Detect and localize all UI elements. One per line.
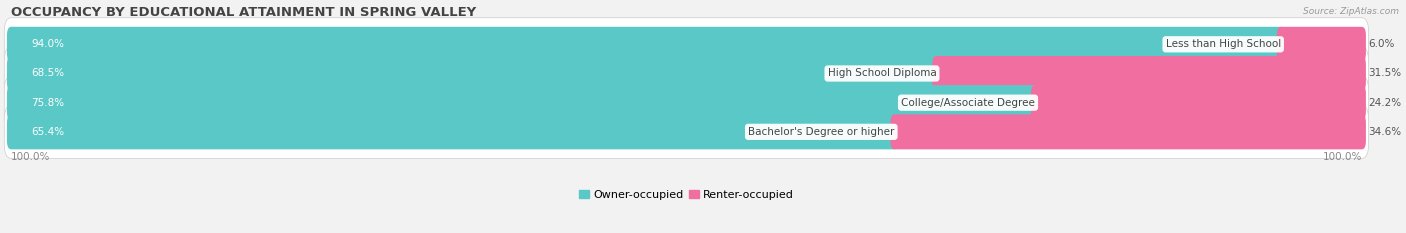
Text: 75.8%: 75.8% [31, 98, 65, 108]
Text: 94.0%: 94.0% [31, 39, 65, 49]
Text: 31.5%: 31.5% [1368, 69, 1402, 79]
FancyBboxPatch shape [890, 114, 1365, 149]
FancyBboxPatch shape [7, 114, 898, 149]
Text: 34.6%: 34.6% [1368, 127, 1402, 137]
FancyBboxPatch shape [4, 105, 1368, 158]
FancyBboxPatch shape [932, 56, 1365, 91]
FancyBboxPatch shape [4, 47, 1368, 100]
Text: OCCUPANCY BY EDUCATIONAL ATTAINMENT IN SPRING VALLEY: OCCUPANCY BY EDUCATIONAL ATTAINMENT IN S… [11, 6, 477, 19]
FancyBboxPatch shape [1277, 27, 1365, 62]
Text: Less than High School: Less than High School [1166, 39, 1281, 49]
FancyBboxPatch shape [4, 76, 1368, 129]
Text: 65.4%: 65.4% [31, 127, 65, 137]
FancyBboxPatch shape [1031, 85, 1365, 120]
FancyBboxPatch shape [4, 18, 1368, 71]
FancyBboxPatch shape [7, 85, 1039, 120]
Text: College/Associate Degree: College/Associate Degree [901, 98, 1035, 108]
Text: 100.0%: 100.0% [11, 152, 51, 162]
Text: Source: ZipAtlas.com: Source: ZipAtlas.com [1303, 7, 1399, 16]
FancyBboxPatch shape [7, 56, 941, 91]
FancyBboxPatch shape [7, 27, 1285, 62]
Text: 100.0%: 100.0% [1323, 152, 1362, 162]
Text: 68.5%: 68.5% [31, 69, 65, 79]
Text: High School Diploma: High School Diploma [828, 69, 936, 79]
Text: Bachelor's Degree or higher: Bachelor's Degree or higher [748, 127, 894, 137]
Text: 6.0%: 6.0% [1368, 39, 1395, 49]
Text: 24.2%: 24.2% [1368, 98, 1402, 108]
Legend: Owner-occupied, Renter-occupied: Owner-occupied, Renter-occupied [574, 185, 799, 205]
